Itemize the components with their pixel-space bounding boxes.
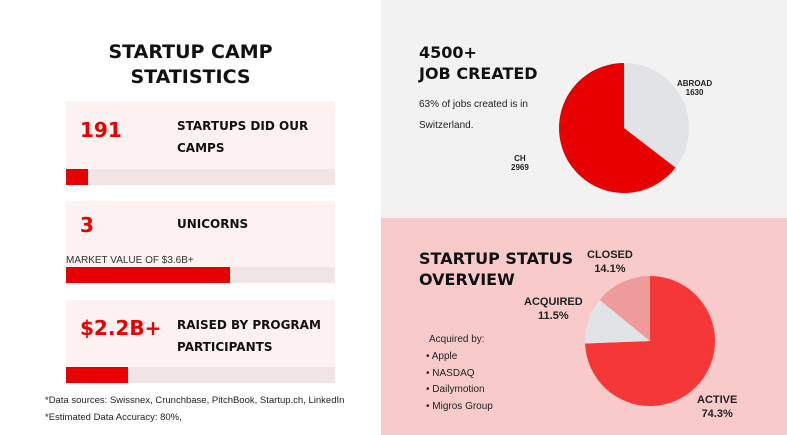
progress-bar — [66, 169, 335, 185]
acquired-by-label: Acquired by: — [429, 334, 485, 345]
page-title: STARTUP CAMP STATISTICS — [108, 41, 273, 88]
list-item: • Apple — [426, 351, 458, 362]
status-title: STARTUP STATUS OVERVIEW — [419, 249, 574, 289]
jobs-pie-chart — [559, 62, 689, 193]
progress-fill — [66, 267, 231, 283]
stats-panel: STARTUP CAMP STATISTICS 191 STARTUPS DID … — [0, 0, 381, 435]
jobs-panel: 4500+ JOB CREATED 63% of jobs created is … — [381, 0, 787, 218]
jobs-title: 4500+ JOB CREATED — [419, 43, 538, 83]
stat-value: $2.2B+ — [80, 316, 162, 340]
pie-label-ch: CH 2969 — [511, 154, 529, 172]
pie-slice-closed — [599, 276, 650, 341]
jobs-description: 63% of jobs created is in Switzerland. — [419, 99, 528, 131]
status-pie-chart — [585, 276, 715, 406]
stat-label: RAISED BY PROGRAM PARTICIPANTS — [177, 318, 321, 354]
stat-value: 191 — [80, 118, 122, 142]
stat-label: STARTUPS DID OUR CAMPS — [177, 119, 309, 155]
pie-slice-active — [585, 276, 715, 406]
progress-fill — [66, 367, 128, 383]
status-panel: STARTUP STATUS OVERVIEW Acquired by: • Ap… — [381, 218, 787, 435]
pie-slice-abroad — [624, 63, 689, 168]
stat-card-raised: $2.2B+ RAISED BY PROGRAM PARTICIPANTS — [66, 300, 335, 383]
progress-bar — [66, 367, 335, 383]
pie-label-closed: CLOSED 14.1% — [587, 249, 633, 275]
stat-label: UNICORNS — [177, 217, 249, 231]
pie-slice-ch — [559, 62, 676, 193]
acquirer-list: • Apple • NASDAQ • Dailymotion • Migros … — [426, 349, 493, 415]
pie-label-acquired: ACQUIRED 11.5% — [524, 296, 583, 322]
pie-label-active: ACTIVE 74.3% — [697, 394, 738, 420]
footnote-accuracy: *Estimated Data Accuracy: 80%, — [45, 412, 182, 423]
list-item: • NASDAQ — [426, 367, 475, 379]
stat-subtext: MARKET VALUE OF $3.6B+ — [66, 255, 194, 266]
pie-label-abroad: ABROAD 1630 — [677, 79, 713, 97]
stat-value: 3 — [80, 213, 94, 237]
progress-bar — [66, 267, 335, 283]
progress-fill — [66, 169, 88, 185]
pie-slice-acquired — [585, 299, 650, 344]
list-item: • Migros Group — [426, 400, 493, 412]
footnote-sources: *Data sources: Swissnex, Crunchbase, Pit… — [45, 395, 345, 406]
stat-card-startups: 191 STARTUPS DID OUR CAMPS — [66, 101, 335, 185]
stat-card-unicorns: 3 UNICORNS MARKET VALUE OF $3.6B+ — [66, 201, 335, 283]
list-item: • Dailymotion — [426, 384, 485, 395]
